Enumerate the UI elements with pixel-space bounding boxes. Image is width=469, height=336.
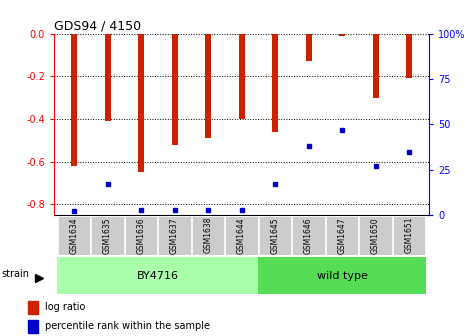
Text: GSM1635: GSM1635 xyxy=(103,217,112,254)
FancyBboxPatch shape xyxy=(159,216,190,255)
Bar xyxy=(172,34,178,144)
Bar xyxy=(305,34,311,61)
FancyBboxPatch shape xyxy=(125,216,157,255)
Bar xyxy=(272,34,278,132)
Text: GSM1637: GSM1637 xyxy=(170,217,179,254)
Bar xyxy=(28,301,38,314)
Text: GSM1647: GSM1647 xyxy=(338,217,347,254)
Text: BY4716: BY4716 xyxy=(137,270,179,281)
Bar xyxy=(71,34,77,166)
Bar xyxy=(406,34,412,78)
FancyBboxPatch shape xyxy=(91,216,124,255)
Text: GSM1636: GSM1636 xyxy=(136,217,145,254)
Text: GSM1651: GSM1651 xyxy=(405,217,414,253)
FancyBboxPatch shape xyxy=(192,216,224,255)
FancyBboxPatch shape xyxy=(293,216,325,255)
Text: GSM1650: GSM1650 xyxy=(371,217,380,254)
FancyBboxPatch shape xyxy=(258,257,426,294)
Bar xyxy=(339,34,345,36)
Bar xyxy=(28,320,38,333)
Bar xyxy=(205,34,211,138)
FancyBboxPatch shape xyxy=(259,216,291,255)
FancyBboxPatch shape xyxy=(393,216,425,255)
FancyBboxPatch shape xyxy=(359,216,392,255)
FancyBboxPatch shape xyxy=(226,216,257,255)
Text: percentile rank within the sample: percentile rank within the sample xyxy=(45,321,210,331)
FancyBboxPatch shape xyxy=(58,216,90,255)
Bar xyxy=(239,34,244,119)
Text: GSM1638: GSM1638 xyxy=(204,217,212,253)
Text: GSM1645: GSM1645 xyxy=(271,217,280,254)
Bar xyxy=(138,34,144,172)
Text: strain: strain xyxy=(1,268,29,279)
Text: GSM1644: GSM1644 xyxy=(237,217,246,254)
FancyBboxPatch shape xyxy=(57,257,258,294)
Text: wild type: wild type xyxy=(317,270,368,281)
Text: log ratio: log ratio xyxy=(45,302,85,312)
Bar xyxy=(372,34,378,98)
Text: GDS94 / 4150: GDS94 / 4150 xyxy=(54,19,141,33)
Text: GSM1634: GSM1634 xyxy=(69,217,78,254)
Text: GSM1646: GSM1646 xyxy=(304,217,313,254)
FancyBboxPatch shape xyxy=(326,216,358,255)
Bar xyxy=(105,34,111,121)
